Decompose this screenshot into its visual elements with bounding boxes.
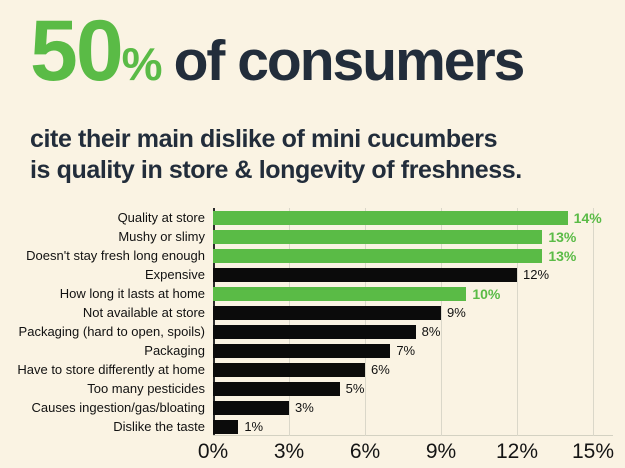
x-tick-label: 9% — [425, 440, 457, 463]
value-label: 14% — [573, 209, 602, 226]
category-label: Dislike the taste — [113, 419, 205, 434]
stat-percent-sign: % — [121, 38, 163, 90]
value-label: 3% — [295, 400, 314, 415]
stat-number: 50 — [30, 3, 124, 99]
x-tick-label: 0% — [197, 440, 229, 463]
category-label: Causes ingestion/gas/bloating — [31, 400, 205, 415]
bar-track: 3% — [213, 400, 625, 415]
x-tick-label: 6% — [349, 440, 381, 463]
bar-row: Not available at store 9% — [7, 303, 625, 322]
bar-row: Packaging (hard to open, spoils) 8% — [7, 322, 625, 341]
gridline — [365, 208, 366, 436]
bar-row: Doesn't stay fresh long enough 13% — [7, 246, 625, 265]
bar-track: 13% — [213, 229, 625, 245]
category-label: Not available at store — [82, 305, 205, 320]
category-label: Too many pesticides — [87, 381, 205, 396]
bar-row: Have to store differently at home 6% — [7, 360, 625, 379]
bar-track: 12% — [213, 267, 625, 282]
value-label: 5% — [345, 381, 365, 396]
value-label: 12% — [523, 267, 550, 282]
value-label: 8% — [421, 324, 441, 339]
bar — [213, 324, 416, 339]
bar-track: 13% — [213, 248, 625, 264]
bar — [213, 362, 365, 377]
bar — [213, 400, 289, 415]
bar-track: 8% — [213, 324, 625, 339]
bar-chart: Quality at store 14% Mushy or slimy 13% Does… — [7, 208, 625, 468]
gridline — [593, 208, 594, 436]
category-label: How long it lasts at home — [59, 286, 205, 301]
bar-track: 7% — [213, 343, 625, 358]
bar-row: How long it lasts at home 10% — [7, 284, 625, 303]
bar-row: Causes ingestion/gas/bloating 3% — [7, 398, 625, 417]
bar — [213, 267, 517, 282]
bar — [213, 381, 340, 396]
bar — [213, 229, 543, 244]
category-label: Packaging (hard to open, spoils) — [18, 324, 205, 339]
x-tick-label: 12% — [495, 440, 539, 463]
gridline — [441, 208, 442, 436]
title-text: of consumers — [173, 29, 526, 93]
bar — [213, 248, 543, 263]
bar-row: Quality at store 14% — [7, 208, 625, 227]
bar — [213, 305, 441, 320]
category-label: Quality at store — [117, 210, 205, 225]
bar-row: Too many pesticides 5% — [7, 379, 625, 398]
value-label: 7% — [396, 343, 416, 358]
value-label: 1% — [244, 419, 264, 434]
bar — [213, 286, 467, 301]
subtitle-line-1: cite their main dislike of mini cucumber… — [30, 125, 498, 153]
bar-track: 6% — [213, 362, 625, 377]
bar-row: Packaging 7% — [7, 341, 625, 360]
header: 50% of consumers cite their main dislike … — [0, 0, 625, 186]
bar-track: 5% — [213, 381, 625, 396]
bar — [213, 210, 568, 225]
x-tick-label: 3% — [273, 440, 305, 463]
x-axis-line — [213, 435, 613, 436]
category-label: Have to store differently at home — [17, 362, 205, 377]
bar-row: Expensive 12% — [7, 265, 625, 284]
bar-track: 14% — [213, 210, 625, 226]
category-label: Packaging — [144, 343, 205, 358]
gridline — [289, 208, 290, 436]
bar-track: 10% — [213, 286, 625, 302]
x-tick-label: 15% — [571, 440, 615, 463]
gridline — [517, 208, 518, 436]
chart-grid — [213, 208, 613, 436]
category-label: Expensive — [145, 267, 205, 282]
bar-row: Mushy or slimy 13% — [7, 227, 625, 246]
value-label: 6% — [371, 362, 390, 377]
subtitle-line-2: is quality in store & longevity of fresh… — [30, 156, 522, 184]
value-label: 9% — [447, 305, 466, 320]
bar-track: 1% — [213, 419, 625, 434]
bar-row: Dislike the taste 1% — [7, 417, 625, 436]
category-label: Mushy or slimy — [118, 229, 205, 244]
bar-track: 9% — [213, 305, 625, 320]
bar — [213, 419, 239, 434]
subtitle: cite their main dislike of mini cucumber… — [30, 124, 605, 186]
page-title: 50% of consumers — [30, 8, 605, 117]
x-axis: 0% 3% 6% 9% 12% 15% — [198, 440, 614, 466]
bar — [213, 343, 391, 358]
category-label: Doesn't stay fresh long enough — [26, 248, 205, 263]
y-axis-line — [213, 208, 215, 436]
bar-rows: Quality at store 14% Mushy or slimy 13% Does… — [7, 208, 625, 436]
value-label: 13% — [548, 228, 577, 245]
value-label: 13% — [548, 247, 577, 264]
value-label: 10% — [472, 285, 501, 302]
